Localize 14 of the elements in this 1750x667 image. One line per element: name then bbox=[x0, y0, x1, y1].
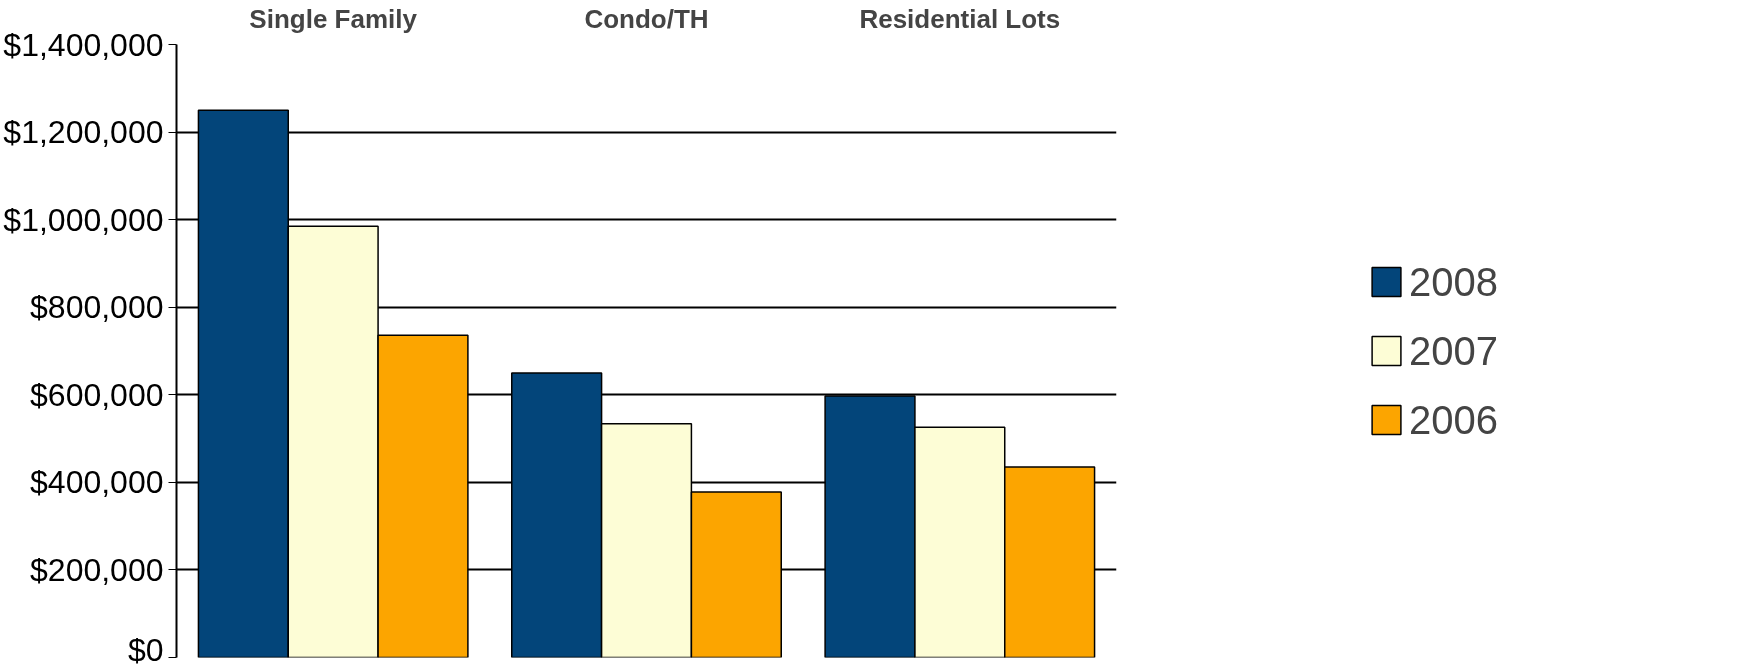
legend-label: 2008 bbox=[1409, 259, 1498, 304]
x-tick-label: Residential Lots bbox=[859, 3, 1061, 34]
x-tick-label: Condo/TH bbox=[584, 3, 709, 34]
legend-label: 2006 bbox=[1409, 397, 1498, 442]
y-tick-label: $800,000 bbox=[30, 289, 164, 326]
y-tick-label: $400,000 bbox=[30, 464, 164, 501]
x-tick-label: Single Family bbox=[249, 3, 418, 34]
y-tick-label: $0 bbox=[127, 631, 164, 667]
y-tick-label: $1,000,000 bbox=[3, 201, 164, 238]
y-tick-label: $1,200,000 bbox=[3, 114, 164, 151]
y-tick-label: $200,000 bbox=[30, 551, 164, 588]
legend-label: 2007 bbox=[1409, 328, 1498, 373]
y-tick-label: $600,000 bbox=[30, 376, 164, 413]
y-tick-label: $1,400,000 bbox=[3, 26, 164, 63]
